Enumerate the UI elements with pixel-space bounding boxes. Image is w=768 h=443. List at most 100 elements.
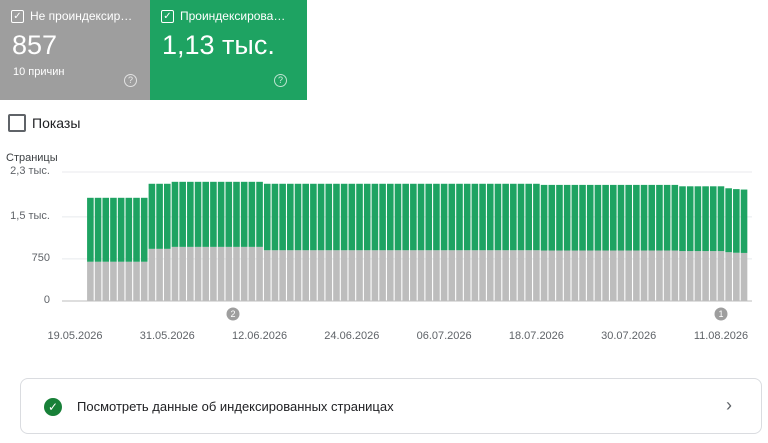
bar-segment [110, 197, 117, 262]
bar-segment [448, 250, 456, 301]
bar-segment [479, 250, 486, 301]
bar-segment [317, 250, 325, 301]
bar-segment [294, 183, 302, 251]
bar-segment [571, 250, 579, 301]
bar-segment [156, 248, 163, 301]
bar-segment [386, 183, 394, 251]
bar-segment [448, 183, 456, 251]
bar-segment [248, 181, 256, 247]
bar-segment [494, 250, 502, 301]
bar-segment [525, 250, 533, 301]
bar-segment [340, 183, 348, 251]
bar-segment [633, 250, 640, 301]
bar-segment [325, 250, 333, 301]
bar-segment [510, 250, 517, 301]
bar-segment [625, 184, 632, 251]
bar-segment [394, 183, 402, 251]
bar-segment [563, 184, 571, 251]
bar-segment [663, 250, 671, 301]
bar-segment [725, 188, 732, 253]
bar-segment [510, 183, 517, 251]
annotation-marker [226, 307, 240, 321]
bar-segment [94, 197, 102, 262]
bar-segment [371, 183, 379, 251]
link-text: Посмотреть данные об индексированных стр… [77, 399, 394, 414]
bar-segment [717, 186, 725, 252]
card-title: Проиндексирова… [180, 9, 286, 23]
bar-segment [240, 246, 248, 301]
bar-segment [594, 250, 602, 301]
bar-segment [740, 189, 748, 253]
bar-segment [225, 181, 233, 247]
bar-segment [717, 251, 725, 301]
bar-segment [679, 251, 686, 301]
bar-segment [279, 183, 286, 251]
bar-segment [671, 184, 679, 251]
y-tick-label: 750 [32, 252, 50, 264]
indexed-link[interactable]: ✓ Посмотреть данные об индексированных с… [20, 378, 762, 434]
bar-segment [725, 252, 732, 301]
bar-segment [540, 250, 548, 301]
x-tick-label: 19.05.2026 [47, 330, 102, 342]
bar-segment [479, 183, 486, 251]
checkbox[interactable]: ✓ [11, 10, 24, 23]
bar-segment [440, 250, 448, 301]
bar-segment [271, 183, 279, 251]
bar-segment [140, 261, 148, 301]
bar-segment [179, 246, 186, 301]
bar-segment [533, 250, 540, 301]
checkbox[interactable]: ✓ [161, 10, 174, 23]
chart: Страницы 0 750 1,5 тыс. 2,3 тыс. 19.05.2026 3… [6, 152, 752, 342]
bar-segment [733, 252, 740, 301]
bar-segment [102, 261, 110, 301]
bar-segment [517, 250, 525, 301]
bar-segment [210, 181, 217, 247]
bar-segment [333, 250, 340, 301]
bar-segment [94, 261, 102, 301]
bar-segment [410, 183, 417, 251]
bar-segment [417, 250, 425, 301]
bar-segment [287, 250, 294, 301]
bar-segment [410, 250, 417, 301]
x-tick-label: 30.07.2026 [601, 330, 656, 342]
bar-segment [594, 184, 602, 251]
bar-segment [379, 183, 386, 251]
bar-segment [217, 181, 225, 247]
bar-segment [556, 250, 563, 301]
bar-segment [202, 246, 210, 301]
bar-segment [625, 250, 632, 301]
bar-segment [148, 183, 156, 249]
help-icon[interactable]: ? [124, 74, 137, 87]
bar-segment [402, 250, 409, 301]
check-icon: ✓ [44, 398, 62, 416]
x-tick-label: 11.08.2026 [694, 330, 748, 342]
impressions-checkbox[interactable] [8, 114, 26, 132]
help-icon[interactable]: ? [274, 74, 287, 87]
indexed-card[interactable]: ✓ Проиндексирова… 1,13 тыс. ? [150, 0, 307, 100]
bar-segment [263, 183, 271, 251]
bar-segment [640, 184, 648, 251]
bar-segment [525, 183, 533, 251]
bar-segment [402, 183, 409, 251]
bar-segment [686, 186, 694, 252]
bar-segment [271, 250, 279, 301]
chevron: › [726, 395, 732, 415]
bar-segment [133, 261, 140, 301]
bar-segment [240, 181, 248, 247]
bar-segment [463, 250, 471, 301]
bar-segment [640, 250, 648, 301]
bar-segment [233, 246, 240, 301]
card-subtitle: 10 причин [13, 66, 65, 78]
bar-segment [694, 186, 702, 252]
bar-segment [610, 250, 617, 301]
bar-segment [263, 250, 271, 301]
bar-segment [563, 250, 571, 301]
bar-segment [733, 189, 740, 253]
bar-segment [425, 250, 433, 301]
bar-segment [386, 250, 394, 301]
bar-segment [663, 184, 671, 251]
not-indexed-card[interactable]: ✓ Не проиндексир… 857 10 причин ? [0, 0, 150, 100]
bar-segment [579, 250, 586, 301]
bar-segment [686, 251, 694, 301]
bar-segment [210, 246, 217, 301]
